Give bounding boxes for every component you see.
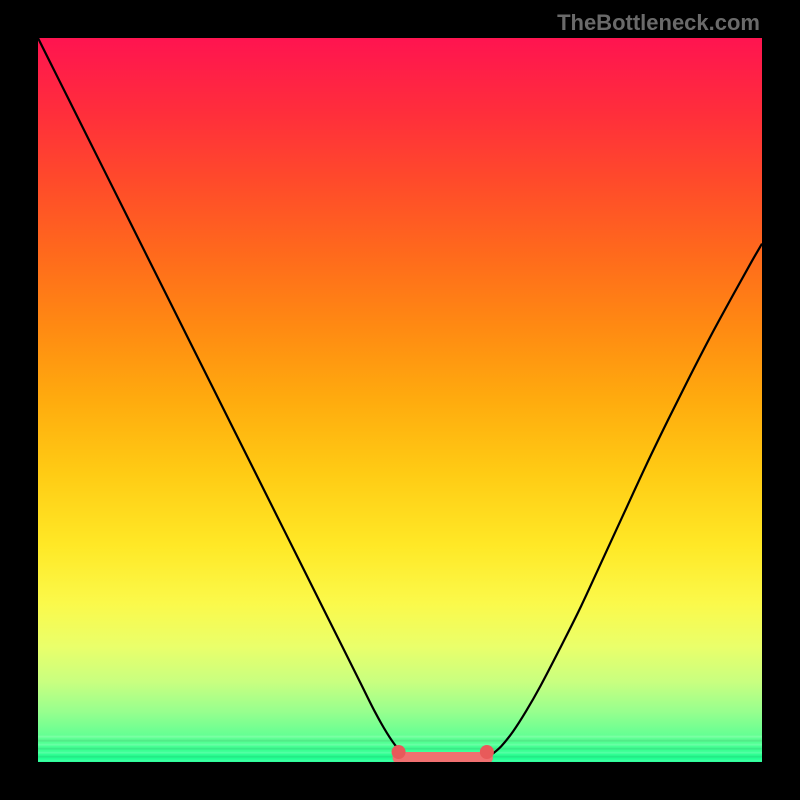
valley-marker: [392, 745, 406, 759]
plot-area: [38, 38, 762, 762]
bottleneck-curve: [38, 38, 762, 762]
curve-overlay: [38, 38, 762, 762]
valley-marker: [480, 745, 494, 759]
chart-container: TheBottleneck.com: [0, 0, 800, 800]
watermark-text: TheBottleneck.com: [557, 10, 760, 36]
